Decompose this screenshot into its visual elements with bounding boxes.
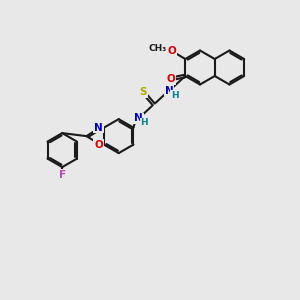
Text: O: O [167,46,176,56]
Text: F: F [59,169,66,180]
Text: S: S [140,87,147,98]
Text: N: N [94,123,103,133]
Text: H: H [171,91,178,100]
Text: H: H [140,118,148,127]
Text: N: N [165,85,173,96]
Text: O: O [167,74,175,84]
Text: O: O [94,140,103,150]
Text: N: N [134,113,143,123]
Text: CH₃: CH₃ [149,44,167,53]
